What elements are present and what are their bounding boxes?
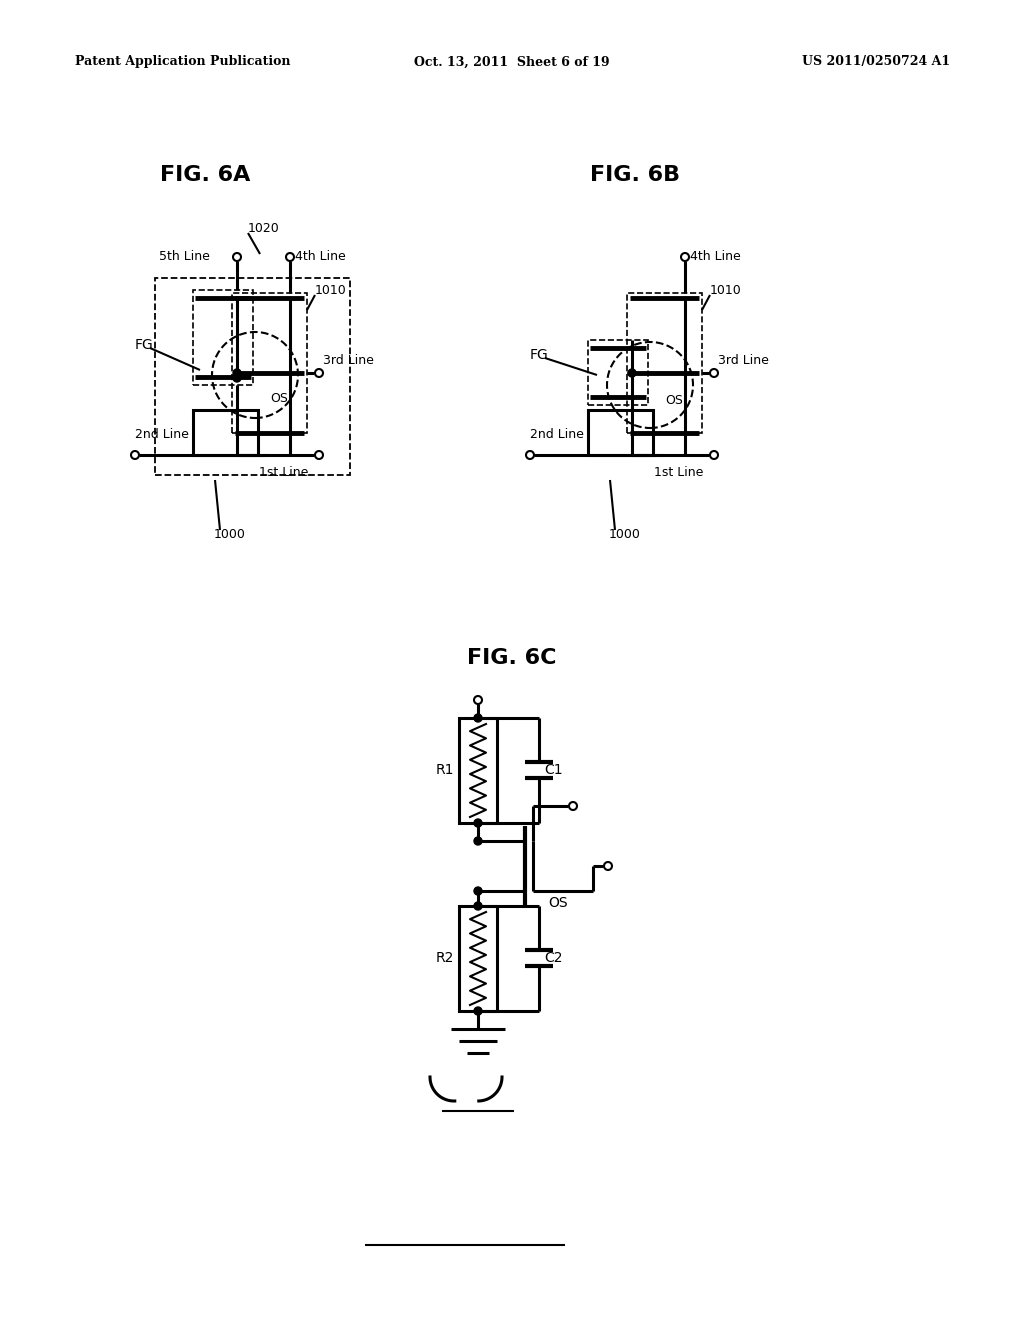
Bar — [193, 411, 258, 455]
Text: FIG. 6A: FIG. 6A — [160, 165, 250, 185]
Text: 4th Line: 4th Line — [295, 251, 346, 264]
Bar — [627, 293, 702, 433]
Circle shape — [628, 370, 636, 378]
Text: 5th Line: 5th Line — [159, 251, 210, 264]
Text: OS: OS — [665, 393, 683, 407]
Text: OS: OS — [548, 896, 567, 909]
Circle shape — [474, 887, 482, 895]
Bar — [588, 411, 653, 455]
Text: FIG. 6B: FIG. 6B — [590, 165, 680, 185]
Bar — [193, 290, 253, 385]
Text: Oct. 13, 2011  Sheet 6 of 19: Oct. 13, 2011 Sheet 6 of 19 — [414, 55, 610, 69]
Bar — [459, 718, 497, 822]
Circle shape — [315, 370, 323, 378]
Text: 1010: 1010 — [710, 284, 741, 297]
Text: Patent Application Publication: Patent Application Publication — [75, 55, 291, 69]
Text: C2: C2 — [544, 950, 562, 965]
Text: 1020: 1020 — [248, 222, 280, 235]
Bar — [232, 293, 307, 433]
Circle shape — [474, 837, 482, 845]
Text: 4th Line: 4th Line — [690, 251, 740, 264]
Text: US 2011/0250724 A1: US 2011/0250724 A1 — [802, 55, 950, 69]
Circle shape — [681, 253, 689, 261]
Circle shape — [526, 451, 534, 459]
Text: 3rd Line: 3rd Line — [323, 355, 374, 367]
Text: 2nd Line: 2nd Line — [135, 429, 188, 441]
Text: C1: C1 — [544, 763, 562, 777]
Circle shape — [710, 370, 718, 378]
Circle shape — [474, 1007, 482, 1015]
Text: R1: R1 — [435, 763, 454, 777]
Bar — [155, 279, 350, 475]
Circle shape — [474, 902, 482, 909]
Text: FG: FG — [135, 338, 154, 352]
Text: 1000: 1000 — [214, 528, 246, 541]
Circle shape — [604, 862, 612, 870]
Text: FIG. 6C: FIG. 6C — [467, 648, 557, 668]
Text: FG: FG — [530, 348, 549, 362]
Circle shape — [286, 253, 294, 261]
Circle shape — [710, 451, 718, 459]
Text: 3rd Line: 3rd Line — [718, 355, 769, 367]
Text: R2: R2 — [435, 950, 454, 965]
Text: 1000: 1000 — [609, 528, 641, 541]
Circle shape — [474, 714, 482, 722]
Circle shape — [474, 818, 482, 828]
Bar — [588, 341, 648, 405]
Text: OS: OS — [270, 392, 288, 404]
Text: 2nd Line: 2nd Line — [530, 429, 584, 441]
Circle shape — [315, 451, 323, 459]
Bar — [459, 906, 497, 1011]
Circle shape — [569, 803, 577, 810]
Circle shape — [233, 374, 241, 381]
Circle shape — [233, 370, 241, 378]
Text: 1010: 1010 — [315, 284, 347, 297]
Text: 1st Line: 1st Line — [259, 466, 308, 479]
Text: 1st Line: 1st Line — [654, 466, 703, 479]
Circle shape — [131, 451, 139, 459]
Circle shape — [474, 696, 482, 704]
Circle shape — [233, 253, 241, 261]
